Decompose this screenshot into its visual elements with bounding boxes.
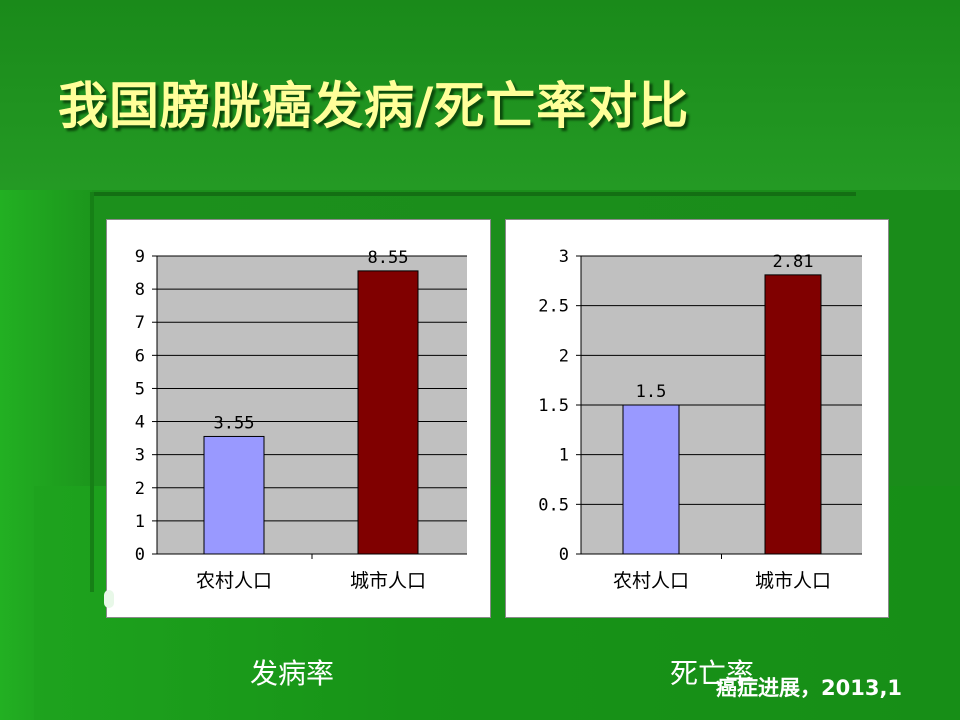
incidence-chart-svg: 0 1 2 3 4 5 6 7 8 9 3.55 农村人口 8.55 城市人口 (135, 247, 467, 592)
incidence-chart: 0 1 2 3 4 5 6 7 8 9 3.55 农村人口 8.55 城市人口 (106, 219, 491, 618)
data-label: 8.55 (368, 248, 409, 268)
category-label: 农村人口 (196, 570, 272, 592)
y-tick-label: 6 (135, 346, 145, 366)
y-tick-label: 5 (135, 379, 145, 399)
y-tick-label: 7 (135, 313, 145, 333)
category-label: 农村人口 (613, 570, 689, 592)
bar-rural (622, 404, 680, 555)
y-tick-label: 2 (559, 346, 569, 366)
y-tick-label: 1.5 (538, 396, 569, 416)
category-label: 城市人口 (755, 570, 831, 592)
inner-frame-top (90, 192, 856, 196)
y-tick-label: 0 (559, 545, 569, 565)
y-tick-label: 3 (135, 446, 145, 466)
bar-rural (203, 435, 265, 555)
data-label: 3.55 (214, 413, 255, 433)
y-tick-label: 8 (135, 280, 145, 300)
data-label: 1.5 (636, 382, 667, 402)
y-tick-label: 2.5 (538, 297, 569, 317)
bar-urban (764, 274, 822, 555)
y-tick-label: 0.5 (538, 495, 569, 515)
background-top (0, 0, 960, 190)
category-label: 城市人口 (350, 570, 426, 592)
inner-frame-left (90, 192, 94, 592)
y-tick-label: 2 (135, 479, 145, 499)
data-label: 2.81 (773, 252, 814, 272)
y-tick-label: 3 (559, 247, 569, 267)
mortality-chart: 0 0.5 1 1.5 2 2.5 3 1.5 农村人口 2.81 城市人口 (505, 219, 889, 618)
source-citation: 癌症进展，2013,1 (716, 676, 903, 700)
y-tick-label: 1 (559, 446, 569, 466)
incidence-caption: 发病率 (250, 657, 335, 690)
mortality-chart-svg: 0 0.5 1 1.5 2 2.5 3 1.5 农村人口 2.81 城市人口 (538, 247, 862, 592)
y-tick-label: 0 (135, 545, 145, 565)
panel-corner-mark (104, 590, 114, 608)
y-tick-label: 4 (135, 413, 145, 433)
bar-urban (357, 270, 419, 555)
y-tick-label: 9 (135, 247, 145, 267)
mortality-caption: 死亡率 (670, 657, 755, 690)
slide-title: 我国膀胱癌发病/死亡率对比 (58, 77, 690, 135)
y-tick-label: 1 (135, 512, 145, 532)
